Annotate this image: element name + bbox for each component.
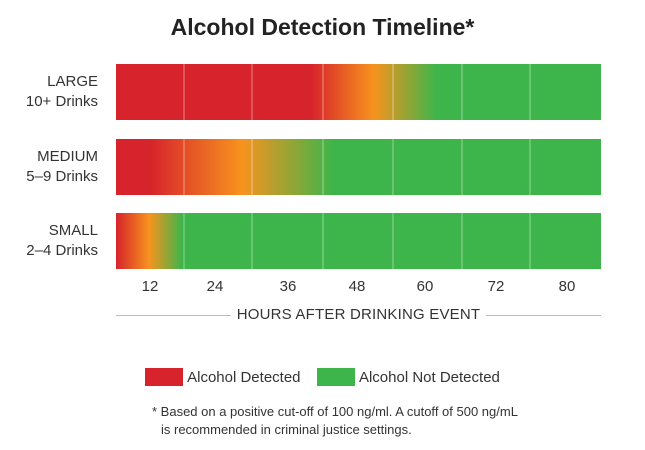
legend-swatch-not-detected <box>316 368 355 386</box>
x-tick-label: 12 <box>141 278 159 295</box>
bar-medium <box>116 139 601 195</box>
x-tick-label: 80 <box>558 278 576 295</box>
x-tick-label: 60 <box>416 278 434 295</box>
row-label-sub: 5–9 Drinks <box>26 168 98 185</box>
x-axis-title-wrap: HOURS AFTER DRINKING EVENT <box>116 304 601 326</box>
row-label-name: LARGE <box>47 73 98 90</box>
row-label-large: LARGE 10+ Drinks <box>0 72 98 112</box>
bar-small <box>116 213 601 269</box>
footnote-line-2: is recommended in criminal justice setti… <box>161 422 412 437</box>
footnote-line-1: * Based on a positive cut-off of 100 ng/… <box>152 404 518 419</box>
x-tick-label: 72 <box>487 278 505 295</box>
legend-item-not-detected: Alcohol Not Detected <box>316 368 500 386</box>
legend-item-detected: Alcohol Detected <box>145 368 301 386</box>
row-label-sub: 2–4 Drinks <box>26 242 98 259</box>
x-tick-label: 24 <box>206 278 224 295</box>
legend-label-detected: Alcohol Detected <box>187 368 301 386</box>
chart-title: Alcohol Detection Timeline* <box>170 14 475 40</box>
row-label-name: SMALL <box>48 222 98 239</box>
bar-large <box>116 64 601 120</box>
legend-label-not-detected: Alcohol Not Detected <box>358 368 500 386</box>
row-label-sub: 10+ Drinks <box>25 93 98 110</box>
x-axis-title: HOURS AFTER DRINKING EVENT <box>230 306 487 323</box>
timeline-chart <box>116 64 601 269</box>
legend-swatch-detected <box>145 368 184 386</box>
row-label-medium: MEDIUM 5–9 Drinks <box>0 147 98 187</box>
x-tick-label: 48 <box>348 278 366 295</box>
footnote: * Based on a positive cut-off of 100 ng/… <box>152 403 622 439</box>
x-tick-label: 36 <box>279 278 297 295</box>
legend: Alcohol Detected Alcohol Not Detected <box>0 368 645 391</box>
row-label-name: MEDIUM <box>37 148 98 165</box>
row-label-small: SMALL 2–4 Drinks <box>0 221 98 261</box>
